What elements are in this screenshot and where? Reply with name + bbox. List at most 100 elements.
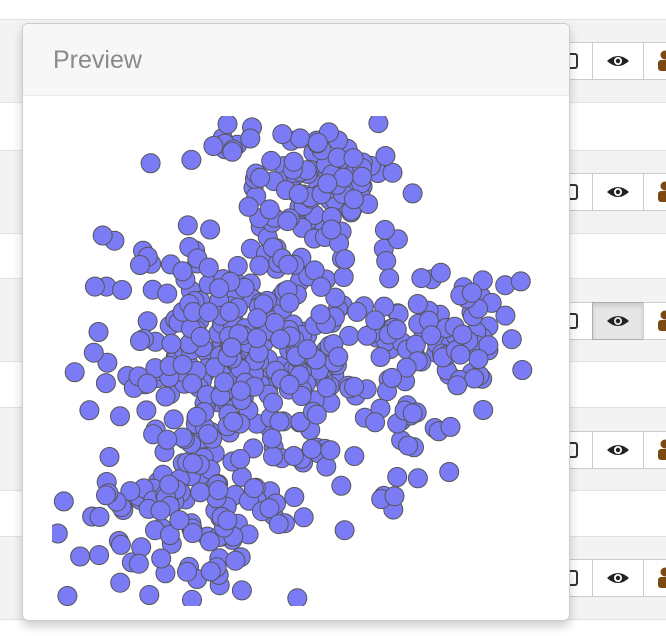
- scatter-point: [57, 586, 78, 606]
- scatter-point: [136, 400, 157, 421]
- scatter-point: [53, 491, 74, 512]
- scatter-point: [411, 268, 432, 289]
- scatter-point: [209, 278, 230, 299]
- scatter-point: [328, 346, 349, 367]
- scatter-point: [177, 215, 198, 236]
- scatter-point: [157, 283, 178, 304]
- scatter-point: [279, 374, 300, 395]
- scatter-point: [200, 219, 221, 240]
- scatter-point: [347, 301, 368, 322]
- scatter-point: [450, 344, 471, 365]
- scatter-point: [512, 360, 533, 380]
- scatter-point: [96, 485, 116, 506]
- scatter-point: [186, 406, 207, 427]
- scatter-point: [222, 141, 243, 162]
- scatter-point: [247, 328, 268, 349]
- scatter-point: [270, 329, 291, 350]
- user-button[interactable]: [643, 559, 666, 597]
- scatter-point: [182, 453, 203, 474]
- scatter-point: [161, 333, 182, 354]
- scatter-point: [307, 132, 328, 153]
- scatter-point: [97, 352, 118, 373]
- scatter-point: [374, 219, 395, 240]
- scatter-point: [261, 150, 282, 171]
- scatter-point: [430, 262, 451, 283]
- person-icon: [658, 439, 666, 460]
- scatter-point: [214, 372, 235, 393]
- scatter-point: [352, 166, 372, 187]
- scatter-point: [231, 580, 252, 601]
- preview-popover: Preview: [22, 23, 570, 621]
- scatter-point: [159, 474, 180, 495]
- scatter-point: [208, 480, 229, 501]
- scatter-point: [217, 510, 238, 531]
- scatter-point: [223, 411, 244, 432]
- scatter-point: [157, 429, 178, 450]
- scatter-point: [290, 128, 311, 149]
- scatter-point: [269, 411, 290, 432]
- scatter-point: [317, 173, 338, 194]
- scatter-point: [331, 475, 352, 496]
- scatter-point: [321, 219, 342, 240]
- user-button[interactable]: [643, 431, 666, 469]
- user-button[interactable]: [643, 42, 666, 80]
- scatter-point: [64, 362, 85, 383]
- scatter-point: [447, 375, 468, 396]
- scatter-point: [155, 386, 176, 407]
- scatter-point: [382, 162, 403, 183]
- scatter-point: [297, 339, 318, 360]
- preview-button[interactable]: [592, 173, 644, 211]
- scatter-point: [225, 550, 246, 571]
- scatter-point: [279, 292, 300, 313]
- scatter-point: [200, 561, 221, 582]
- scatter-point: [130, 331, 150, 351]
- scatter-point: [365, 412, 386, 433]
- scatter-point: [182, 523, 203, 543]
- scatter-point: [198, 302, 219, 323]
- scatter-point: [95, 373, 116, 394]
- scatter-point: [495, 305, 516, 326]
- scatter-point: [287, 588, 308, 606]
- scatter-point: [343, 189, 364, 210]
- user-button[interactable]: [643, 173, 666, 211]
- scatter-point: [198, 257, 219, 278]
- scatter-point: [247, 308, 268, 329]
- preview-button[interactable]: [592, 431, 644, 469]
- scatter-point: [203, 136, 224, 156]
- scatter-point: [250, 167, 271, 188]
- scatter-point: [89, 506, 110, 527]
- scatter-point: [88, 322, 109, 342]
- eye-icon: [607, 187, 629, 197]
- scatter-point: [268, 514, 289, 535]
- scatter-point: [407, 294, 428, 314]
- scatter-point: [382, 367, 402, 388]
- scatter-point: [140, 153, 161, 174]
- preview-button[interactable]: [592, 42, 644, 80]
- scatter-point: [407, 468, 428, 489]
- scatter-point: [219, 301, 240, 322]
- scatter-point: [311, 276, 332, 297]
- scatter-point: [217, 116, 238, 135]
- scatter-point: [169, 510, 190, 531]
- person-icon: [658, 310, 666, 331]
- scatter-point: [357, 325, 378, 346]
- person-icon: [658, 50, 666, 71]
- scatter-point: [333, 267, 354, 287]
- scatter-svg: [52, 116, 533, 606]
- preview-button[interactable]: [592, 559, 644, 597]
- person-icon: [658, 567, 666, 588]
- scatter-point: [172, 354, 193, 375]
- scatter-point: [112, 280, 132, 300]
- scatter-point: [283, 151, 304, 172]
- user-button[interactable]: [643, 302, 666, 340]
- preview-button[interactable]: [592, 302, 644, 340]
- scatter-point: [334, 520, 355, 541]
- scatter-point: [368, 116, 389, 134]
- scatter-point: [128, 553, 149, 574]
- scatter-point: [473, 400, 494, 420]
- scatter-point: [243, 478, 264, 499]
- scatter-point: [293, 507, 314, 528]
- scatter-point: [343, 148, 364, 169]
- scatter-point: [159, 525, 180, 545]
- scatter-point: [131, 537, 152, 558]
